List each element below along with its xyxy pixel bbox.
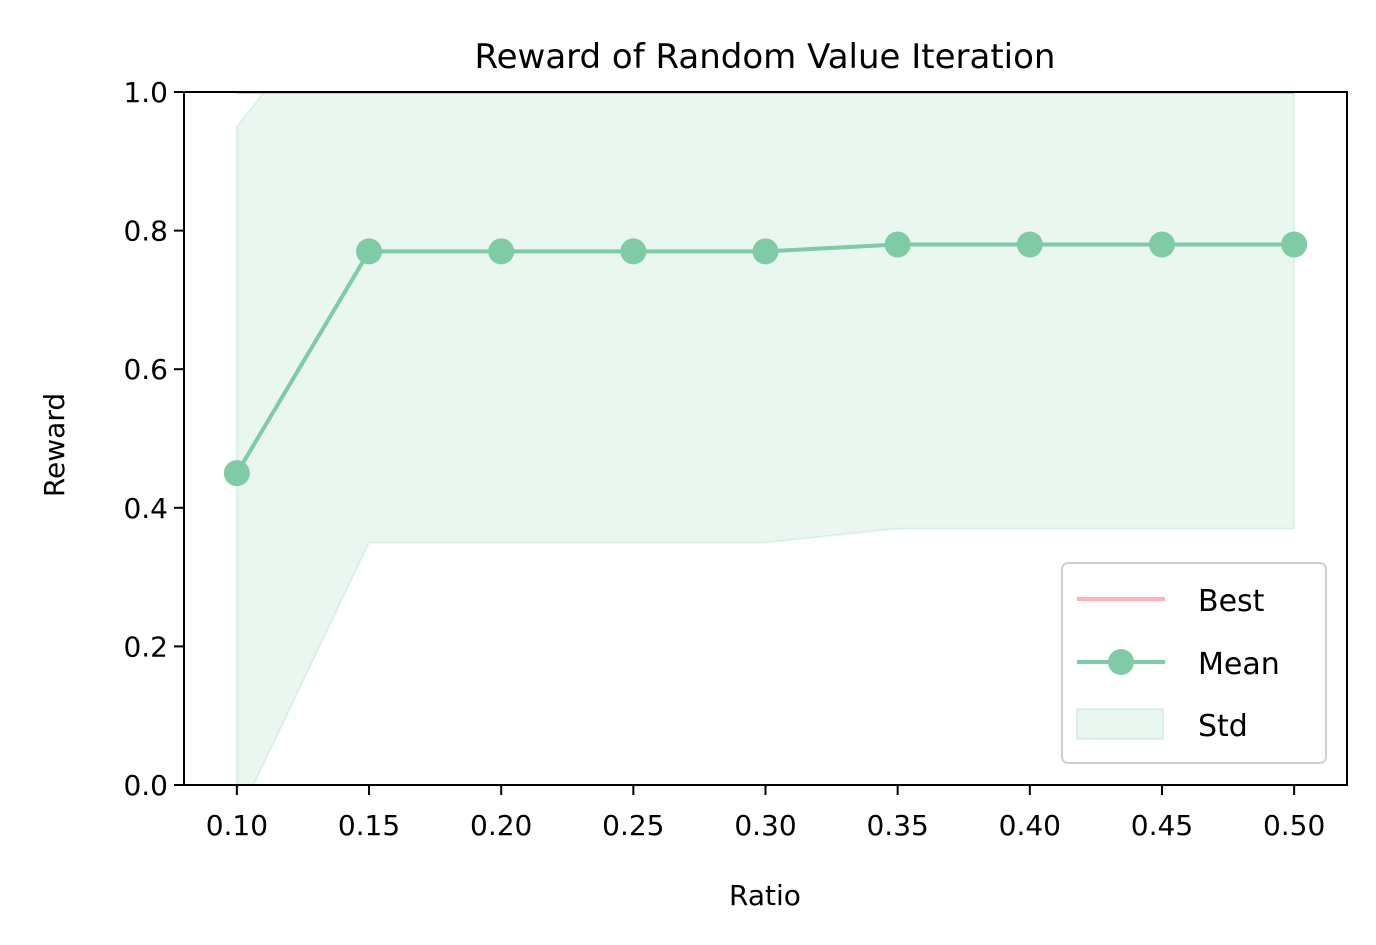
mean-point [1148,231,1175,258]
y-tick-label: 0.8 [123,215,168,248]
std-band [235,92,1296,785]
legend-mean-marker [1108,649,1134,675]
mean-point [1016,231,1043,258]
mean-point [223,460,250,487]
mean-point [1281,231,1308,258]
x-tick-label: 0.50 [1263,809,1325,842]
x-tick-label: 0.25 [602,809,664,842]
plot-area [223,92,1308,785]
x-tick-label: 0.10 [206,809,268,842]
legend-box [1061,562,1327,764]
x-tick-label: 0.40 [999,809,1061,842]
y-tick-label: 0.0 [123,769,168,802]
legend: Best Mean Std [1061,562,1327,764]
y-axis: 0.0 0.2 0.4 0.6 0.8 1.0 [123,76,184,802]
legend-std-swatch [1076,708,1164,740]
x-tick-label: 0.20 [470,809,532,842]
x-tick-label: 0.35 [866,809,928,842]
mean-point [752,238,779,265]
y-axis-label: Reward [38,393,71,497]
y-tick-label: 0.2 [123,630,168,663]
x-axis-label: Ratio [729,879,801,912]
y-tick-label: 0.6 [123,353,168,386]
x-axis: 0.10 0.15 0.20 0.25 0.30 0.35 0.40 0.45 0.50 [206,785,1325,842]
mean-point [488,238,515,265]
legend-mean-label: Mean [1198,647,1280,682]
mean-point [884,231,911,258]
x-tick-label: 0.30 [734,809,796,842]
mean-point [620,238,647,265]
y-tick-label: 0.4 [123,492,168,525]
legend-std-label: Std [1198,709,1248,744]
mean-point [356,238,383,265]
legend-best-label: Best [1198,584,1265,619]
chart-title: Reward of Random Value Iteration [475,37,1056,77]
y-tick-label: 1.0 [123,76,168,109]
x-tick-label: 0.15 [338,809,400,842]
x-tick-label: 0.45 [1131,809,1193,842]
